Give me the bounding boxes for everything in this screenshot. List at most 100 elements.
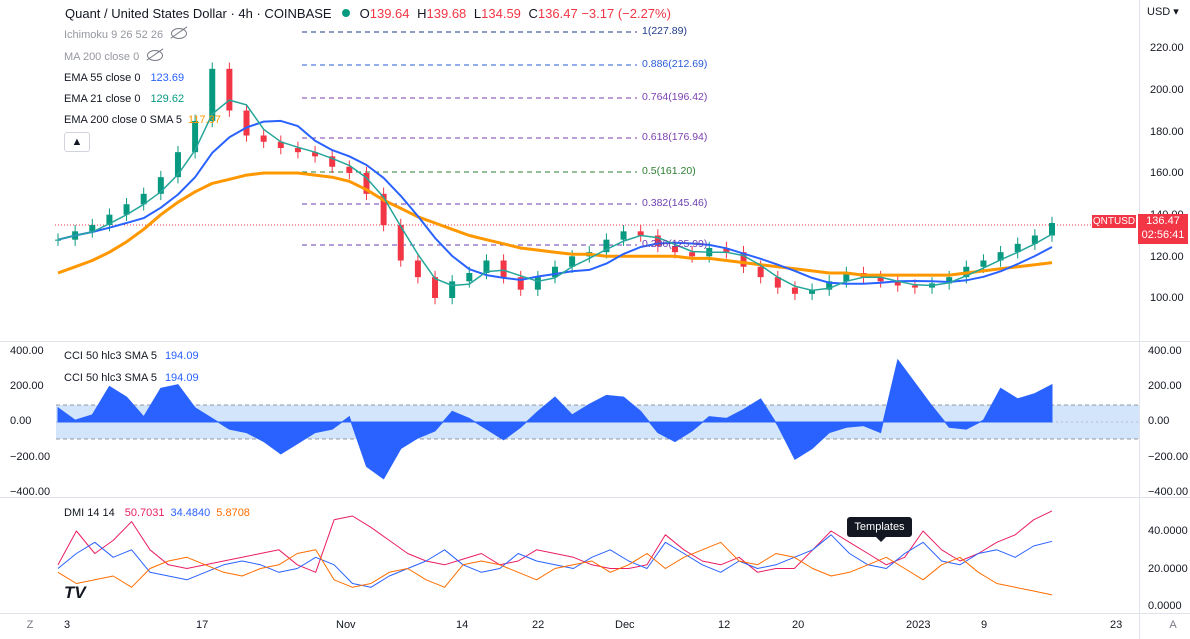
candle-body: [449, 281, 456, 298]
fib-lines: [302, 31, 637, 246]
legend-cci-1-label: CCI 50 hlc3 SMA 5: [64, 350, 157, 362]
time-tick: 14: [456, 619, 469, 631]
c-value: 136.47: [537, 6, 578, 21]
dmi-series: [57, 510, 1053, 596]
symbol-title[interactable]: Quant / United States Dollar · 4h · COIN…: [65, 6, 332, 21]
dmi-tick: 20.0000: [1148, 563, 1188, 575]
currency-label: USD: [1147, 6, 1171, 18]
candle-body: [329, 156, 336, 167]
adx-line: [57, 541, 1053, 596]
zoom-button[interactable]: Z: [26, 619, 34, 631]
candle-body: [414, 260, 421, 278]
legend-cci-2-label: CCI 50 hlc3 SMA 5: [64, 372, 157, 384]
cci-tick: 200.00: [1148, 380, 1182, 392]
candle-body: [980, 260, 987, 267]
candle-body: [843, 273, 850, 282]
candle-body: [277, 141, 284, 148]
legend-ma200[interactable]: MA 200 close 0: [64, 50, 164, 64]
fib-level-label: 0.618(176.94): [642, 131, 708, 143]
candle-body: [1049, 223, 1055, 236]
candle-body: [346, 166, 353, 173]
candle-body: [723, 248, 730, 253]
time-tick: 17: [196, 619, 209, 631]
ema55-line: [57, 119, 1053, 285]
candle-body: [312, 152, 319, 157]
price-tick: 160.00: [1150, 167, 1184, 179]
price-tick: 200.00: [1150, 84, 1184, 96]
legend-cci-1[interactable]: CCI 50 hlc3 SMA 5 194.09: [64, 349, 199, 363]
legend-dmi-label: DMI 14 14: [64, 507, 115, 519]
tradingview-logo[interactable]: TV: [64, 583, 86, 602]
time-tick: 2023: [906, 619, 931, 631]
legend-ichimoku-label: Ichimoku 9 26 52 26: [64, 29, 164, 41]
fib-level-label: 0.382(145.46): [642, 197, 708, 209]
candle-body: [689, 252, 696, 257]
price-tick: 100.00: [1150, 292, 1184, 304]
candle-body: [397, 225, 404, 261]
candle-body: [123, 204, 130, 215]
l-value: 134.59: [481, 6, 521, 21]
templates-tooltip: Templates: [847, 517, 912, 542]
cci-series: [57, 358, 1053, 480]
legend-cci-2[interactable]: CCI 50 hlc3 SMA 5 194.09: [64, 371, 199, 385]
market-status-dot: [341, 9, 350, 17]
chevron-down-icon: ▾: [1173, 6, 1179, 18]
candle-body: [1014, 243, 1021, 253]
candle-body: [757, 266, 764, 278]
candle-body: [89, 225, 96, 232]
fib-level-label: 0.886(212.69): [642, 58, 708, 70]
legend-dmi-v1: 50.7031: [124, 507, 165, 519]
legend-ema200[interactable]: EMA 200 close 0 SMA 5 117.37: [64, 113, 221, 127]
time-tick: 23: [1110, 619, 1123, 631]
legend-dmi-v2: 34.4840: [170, 507, 211, 519]
cci-tick: 0.00: [1148, 415, 1170, 427]
candle-body: [569, 256, 576, 267]
currency-selector[interactable]: USD ▾: [1147, 5, 1179, 18]
fib-level-label: 0.236(125.99): [642, 238, 708, 250]
l-label: L: [473, 6, 482, 21]
legend-dmi[interactable]: DMI 14 14 50.7031 34.4840 5.8708: [64, 506, 250, 520]
price-tick: 220.00: [1150, 42, 1184, 54]
o-value: 139.64: [369, 6, 410, 21]
candle-body: [260, 135, 267, 142]
o-label: O: [359, 6, 370, 21]
candle-body: [174, 152, 181, 178]
candle-body: [363, 173, 370, 194]
price-tick: 120.00: [1150, 251, 1184, 263]
candle-body: [466, 273, 473, 282]
chart-header: Quant / United States Dollar · 4h · COIN…: [65, 6, 671, 21]
collapse-legend-button[interactable]: ▲: [64, 132, 90, 152]
fib-level-label: 0.764(196.42): [642, 91, 708, 103]
cci-tick-left: −200.00: [10, 451, 51, 463]
price-tick: 180.00: [1150, 126, 1184, 138]
cci-area: [57, 358, 1053, 480]
candle-body: [534, 277, 541, 290]
legend-ema55-label: EMA 55 close 0: [64, 72, 141, 84]
candle-body: [226, 68, 233, 111]
legend-ema21[interactable]: EMA 21 close 0 129.62: [64, 92, 184, 106]
time-tick: 3: [64, 619, 71, 631]
time-tick: 20: [792, 619, 805, 631]
auto-scale-button[interactable]: A: [1169, 619, 1177, 631]
candle-body: [157, 177, 164, 194]
candle-body: [603, 239, 610, 253]
hidden-eye-icon[interactable]: [147, 50, 164, 61]
legend-ichimoku[interactable]: Ichimoku 9 26 52 26: [64, 28, 188, 42]
hidden-eye-icon[interactable]: [171, 28, 188, 39]
candle-body: [654, 235, 661, 246]
candle-body: [620, 231, 627, 240]
legend-ema200-value: 117.37: [188, 114, 221, 126]
dmi-plus-line: [57, 510, 1053, 573]
legend-dmi-v3: 5.8708: [216, 507, 250, 519]
legend-ma200-label: MA 200 close 0: [64, 51, 140, 63]
h-value: 139.68: [426, 6, 467, 21]
ema200-line: [57, 171, 1053, 277]
candle-body: [826, 281, 833, 290]
legend-ema55[interactable]: EMA 55 close 0 123.69: [64, 71, 184, 85]
cci-tick-left: −400.00: [10, 486, 51, 498]
candle-body: [380, 193, 387, 226]
dmi-tick: 0.0000: [1148, 600, 1182, 612]
time-tick: 12: [718, 619, 731, 631]
dmi-minus-line: [57, 534, 1053, 588]
